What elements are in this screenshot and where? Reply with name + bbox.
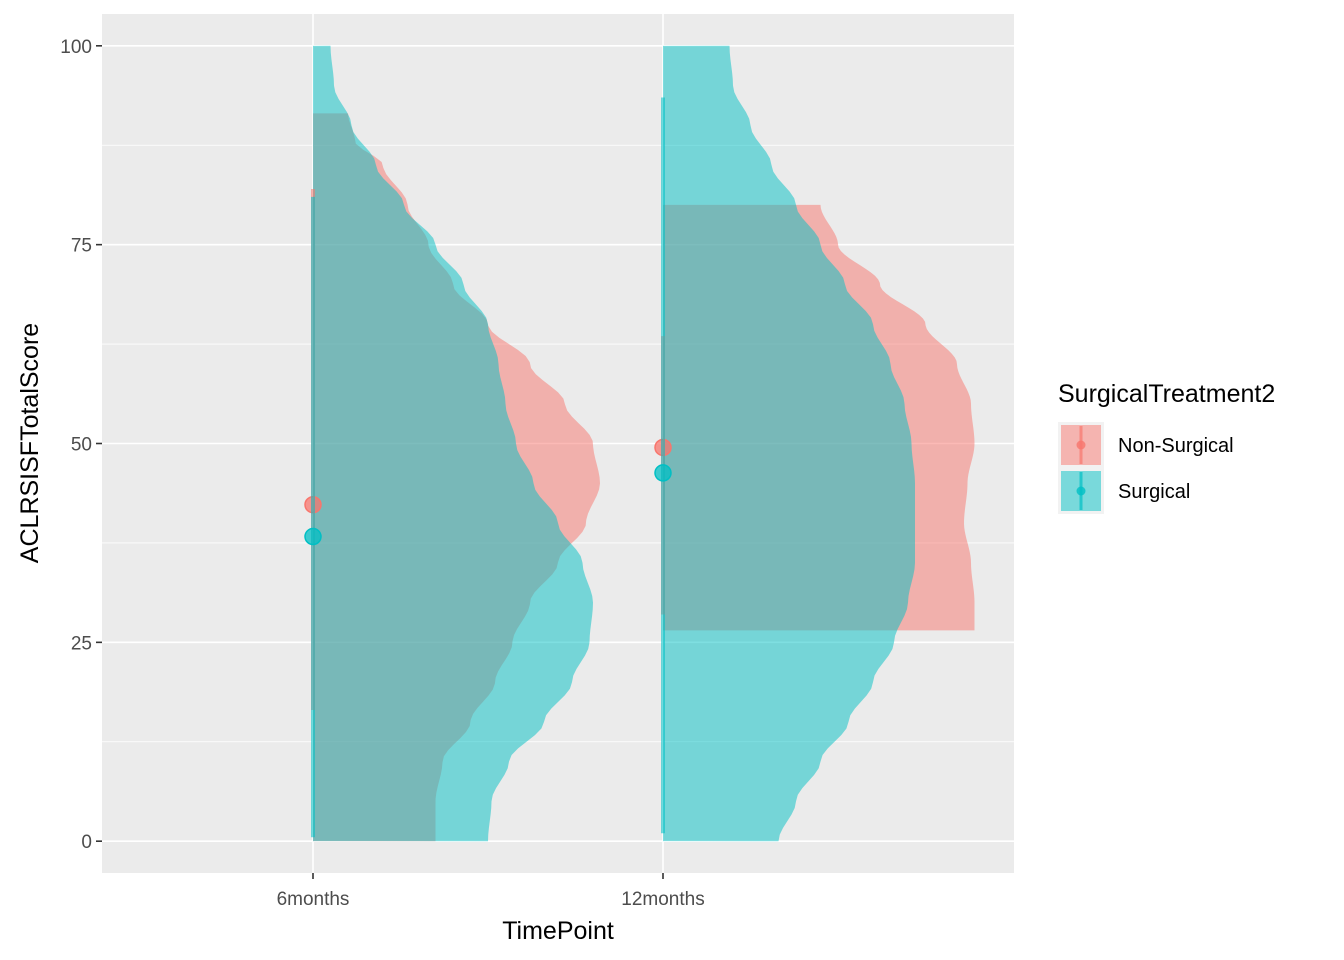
x-axis: 6months 12months bbox=[277, 873, 705, 910]
y-tick-label: 50 bbox=[71, 435, 92, 456]
legend-key-point bbox=[1076, 486, 1086, 496]
legend-key-point bbox=[1076, 440, 1086, 450]
violin-surgical-6months bbox=[313, 45, 593, 842]
legend: SurgicalTreatment2 Non-Surgical Surgical bbox=[1058, 380, 1275, 514]
x-tick-label: 6months bbox=[277, 889, 350, 910]
legend-label: Surgical bbox=[1118, 481, 1190, 503]
y-axis-title: ACLRSISFTotalScore bbox=[16, 323, 44, 563]
legend-label: Non-Surgical bbox=[1118, 435, 1234, 457]
y-tick-label: 0 bbox=[81, 832, 92, 853]
y-tick-label: 100 bbox=[60, 37, 92, 58]
mean-point-surgical-6months bbox=[304, 527, 322, 546]
mean-points-layer bbox=[304, 97, 672, 838]
legend-title: SurgicalTreatment2 bbox=[1058, 380, 1275, 408]
mean-point-surgical-12months bbox=[654, 464, 672, 482]
y-tick-label: 25 bbox=[71, 633, 92, 654]
violin-layer bbox=[313, 45, 975, 842]
y-tick-label: 75 bbox=[71, 236, 92, 257]
y-axis: 0 25 50 75 100 bbox=[60, 37, 102, 853]
x-axis-title: TimePoint bbox=[502, 917, 614, 945]
x-tick-label: 12months bbox=[621, 889, 704, 910]
violin-surgical-12months bbox=[663, 45, 915, 842]
